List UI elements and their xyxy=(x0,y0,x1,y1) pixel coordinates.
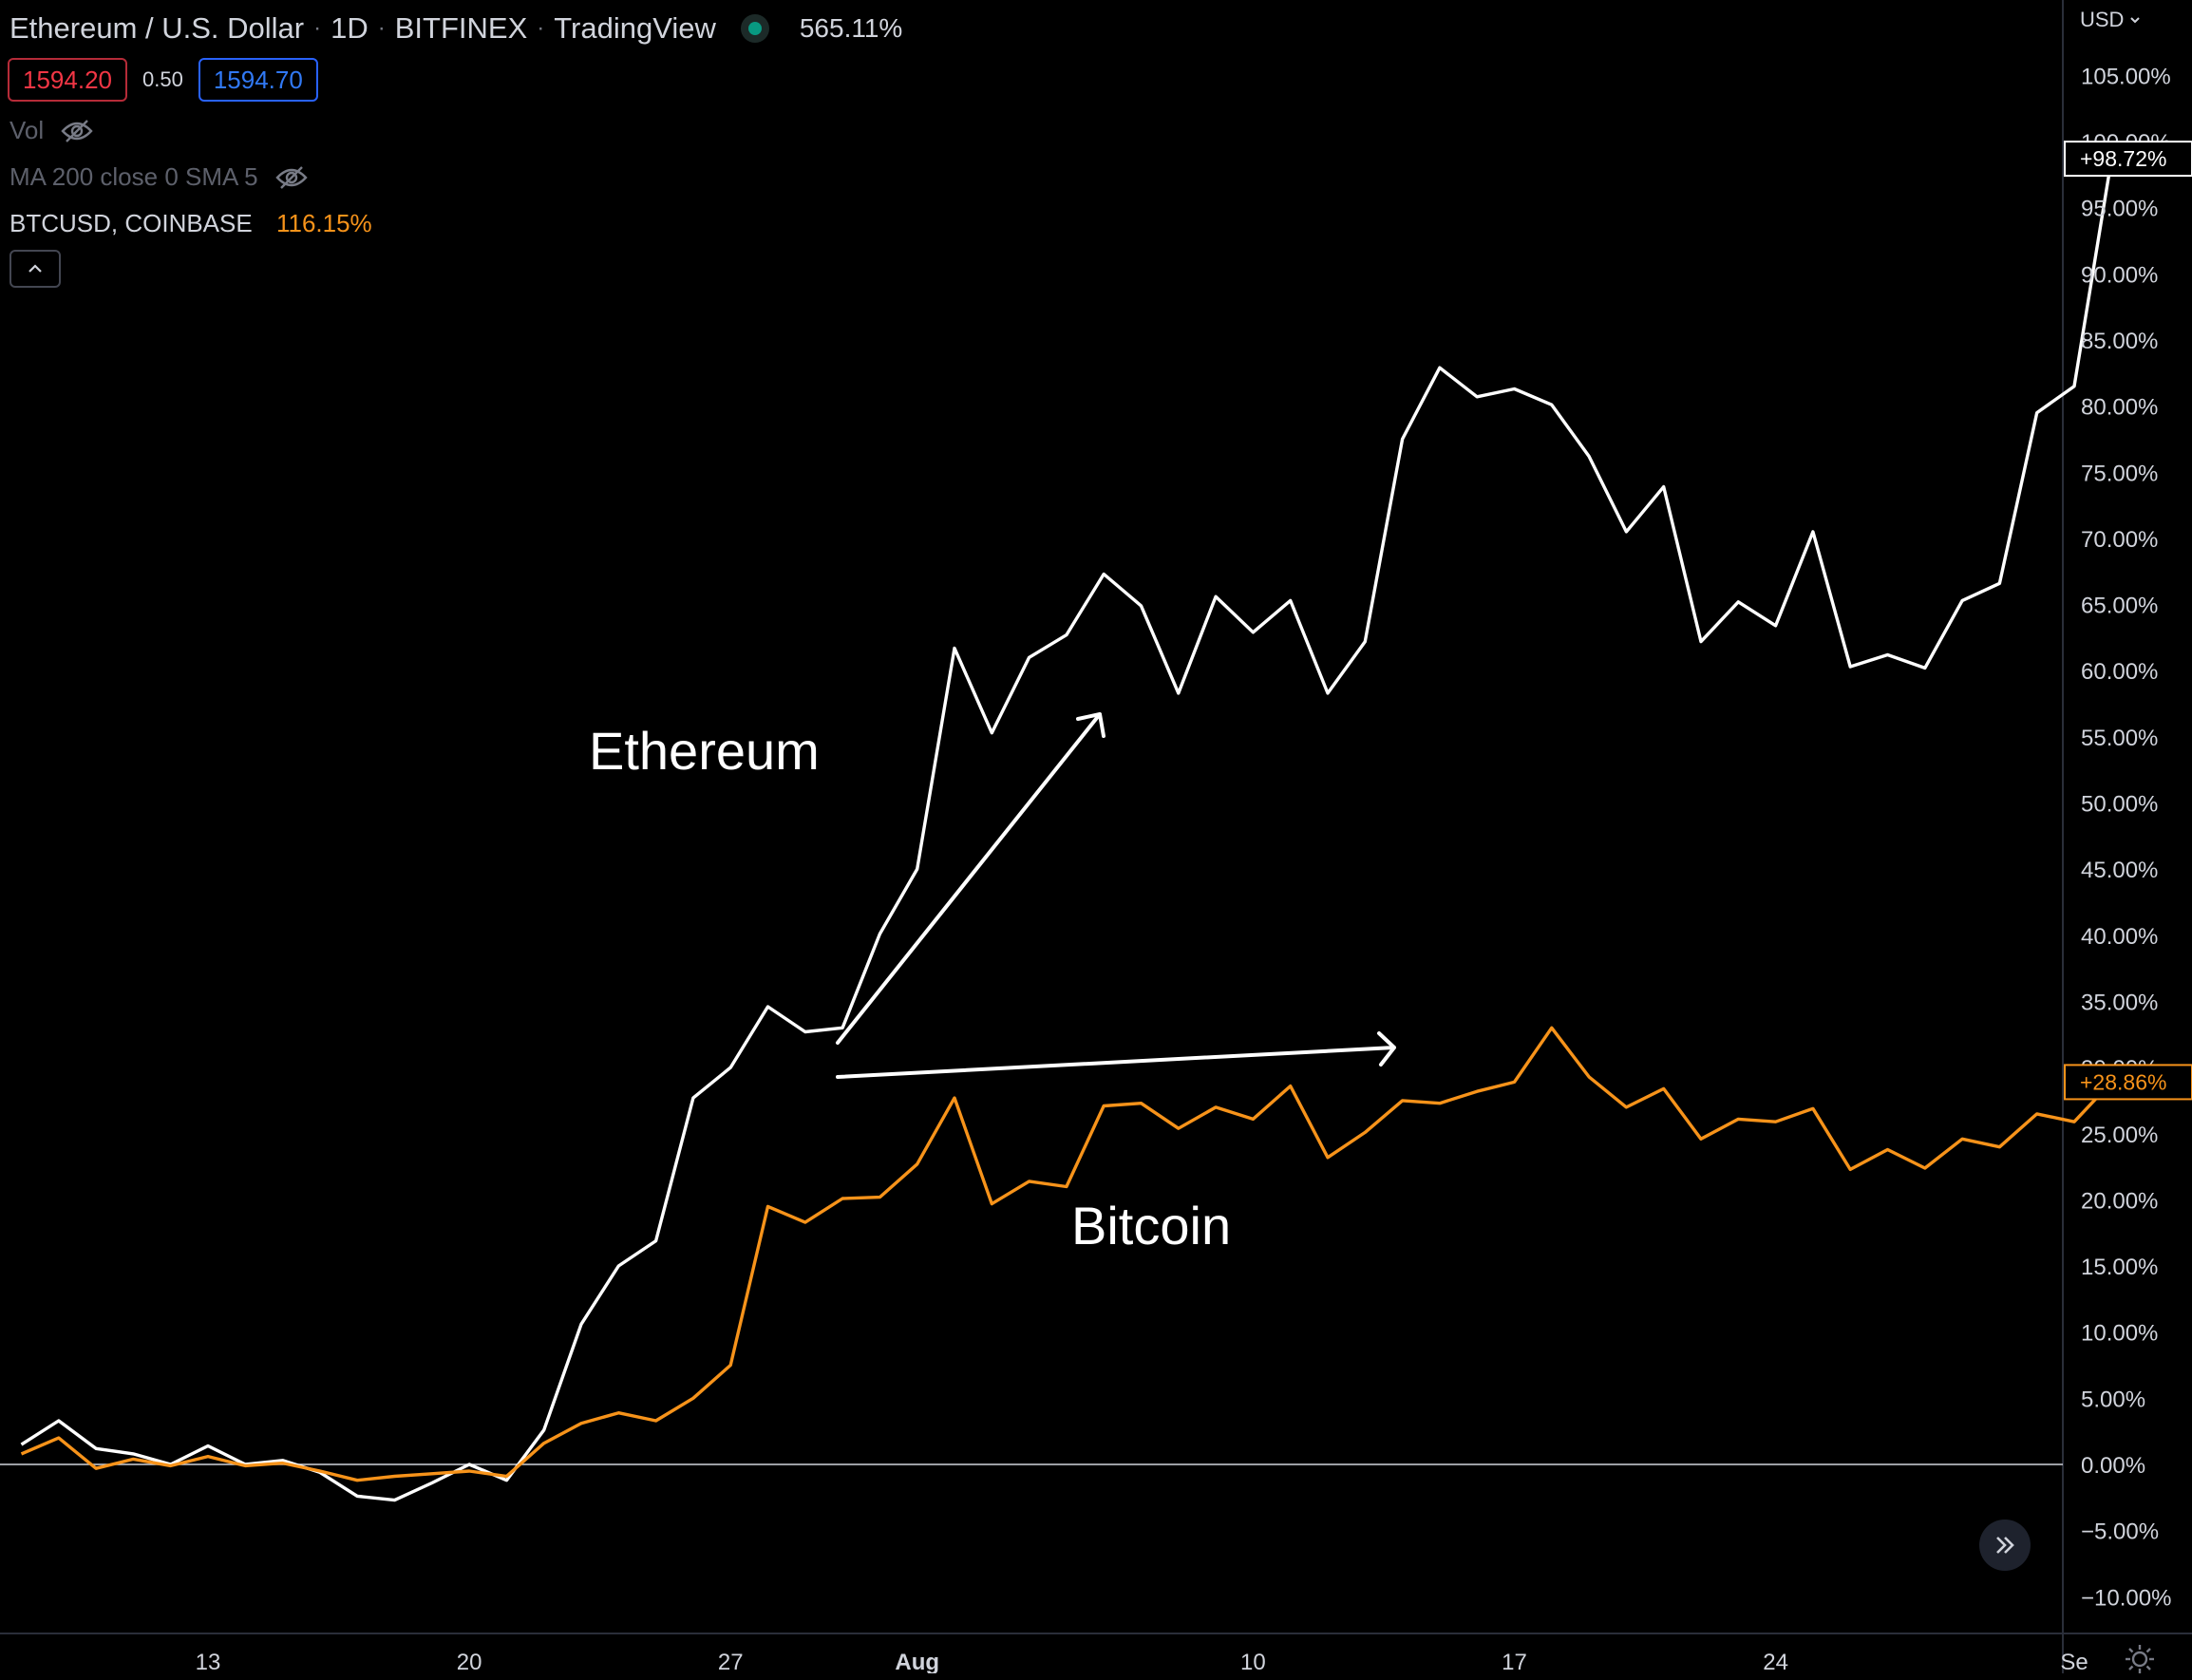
ma-indicator[interactable]: MA 200 close 0 SMA 5 xyxy=(9,162,308,192)
interval[interactable]: 1D xyxy=(331,11,368,45)
y-tick-label: −5.00% xyxy=(2081,1520,2159,1545)
scroll-to-realtime-button[interactable] xyxy=(1979,1520,2031,1571)
trade-prices: 1594.20 0.50 1594.70 xyxy=(8,58,318,102)
buy-price-button[interactable]: 1594.70 xyxy=(198,58,318,102)
y-tick-label: 45.00% xyxy=(2081,858,2158,883)
y-tick-label: 55.00% xyxy=(2081,726,2158,751)
y-tick-label: 50.00% xyxy=(2081,792,2158,818)
y-tick-label: −10.00% xyxy=(2081,1585,2171,1611)
separator: · xyxy=(537,15,545,41)
x-tick-label: Aug xyxy=(895,1650,939,1673)
currency-selector[interactable]: USD xyxy=(2080,8,2141,32)
y-tick-label: 20.00% xyxy=(2081,1188,2158,1214)
separator: · xyxy=(313,15,322,41)
y-tick-label: 90.00% xyxy=(2081,262,2158,288)
chevron-down-icon xyxy=(2130,17,2141,24)
chart-settings-button[interactable] xyxy=(2124,1643,2156,1680)
exchange: BITFINEX xyxy=(394,11,528,45)
y-tick-label: 0.00% xyxy=(2081,1453,2145,1479)
spread-value: 0.50 xyxy=(142,67,183,91)
y-tick-label: 35.00% xyxy=(2081,990,2158,1015)
symbol-name[interactable]: Ethereum / U.S. Dollar xyxy=(9,11,305,45)
x-tick-label: 10 xyxy=(1240,1650,1266,1673)
ethereum-line xyxy=(20,158,2113,1502)
y-tick-label: 15.00% xyxy=(2081,1255,2158,1280)
volume-label[interactable]: Vol xyxy=(9,116,45,144)
y-tick-label: 85.00% xyxy=(2081,329,2158,354)
symbol-header[interactable]: Ethereum / U.S. Dollar · 1D · BITFINEX ·… xyxy=(9,8,902,49)
series-lines xyxy=(20,158,2113,1502)
x-tick-label: 24 xyxy=(1763,1650,1788,1673)
x-tick-label: 20 xyxy=(457,1650,482,1673)
x-axis[interactable]: 13 20 27 Aug 10 17 24 Se xyxy=(196,1650,2088,1673)
separator: · xyxy=(377,15,386,41)
y-tick-label: 105.00% xyxy=(2081,64,2171,89)
y-tick-label: 10.00% xyxy=(2081,1321,2158,1347)
x-tick-label: Se xyxy=(2060,1650,2088,1673)
bitcoin-line xyxy=(20,1026,2113,1482)
y-tick-label: 75.00% xyxy=(2081,461,2158,486)
platform: TradingView xyxy=(554,11,716,45)
collapse-legend-button[interactable] xyxy=(9,250,61,288)
y-tick-label: 65.00% xyxy=(2081,594,2158,619)
bitcoin-trend-arrow xyxy=(836,1031,1396,1079)
x-tick-label: 13 xyxy=(196,1650,221,1673)
x-tick-label: 27 xyxy=(718,1650,744,1673)
y-tick-label: 40.00% xyxy=(2081,924,2158,950)
x-tick-label: 17 xyxy=(1502,1650,1527,1673)
y-axis[interactable]: 105.00%100.00%95.00%90.00%85.00%80.00%75… xyxy=(2081,64,2171,1611)
y-tick-label: 80.00% xyxy=(2081,395,2158,421)
annotation-arrows xyxy=(836,712,1396,1079)
series-annotations: Ethereum Bitcoin xyxy=(589,721,1231,1255)
y-tick-label: 70.00% xyxy=(2081,527,2158,553)
ma-label[interactable]: MA 200 close 0 SMA 5 xyxy=(9,162,258,191)
compare-symbol[interactable]: BTCUSD, COINBASE 116.15% xyxy=(9,209,372,238)
symbol-change-pct: 565.11% xyxy=(799,13,903,43)
volume-indicator[interactable]: Vol xyxy=(9,116,93,145)
market-status-icon[interactable] xyxy=(747,22,762,35)
last-value-box xyxy=(2064,141,2192,178)
eye-hidden-icon[interactable] xyxy=(274,164,308,191)
chevron-up-icon xyxy=(28,264,42,273)
y-tick-label: 95.00% xyxy=(2081,197,2158,222)
y-tick-label: 60.00% xyxy=(2081,659,2158,685)
compare-symbol-name[interactable]: BTCUSD, COINBASE xyxy=(9,209,253,237)
ethereum-trend-arrow xyxy=(836,712,1105,1045)
bitcoin-annotation: Bitcoin xyxy=(1071,1196,1231,1255)
y-tick-label: 5.00% xyxy=(2081,1387,2145,1412)
y-tick-label: 25.00% xyxy=(2081,1123,2158,1148)
last-value-label: +28.86% xyxy=(2080,1069,2166,1094)
gear-icon xyxy=(2126,1645,2154,1673)
last-value-box xyxy=(2064,1064,2192,1101)
compare-change-pct: 116.15% xyxy=(275,209,372,237)
ethereum-annotation: Ethereum xyxy=(589,721,820,781)
eye-hidden-icon[interactable] xyxy=(61,118,93,144)
sell-price-button[interactable]: 1594.20 xyxy=(8,58,127,102)
last-value-labels: +98.72% +28.86% xyxy=(2064,141,2192,1101)
last-value-label: +98.72% xyxy=(2080,146,2166,171)
double-chevron-right-icon xyxy=(1996,1537,2014,1554)
currency-label[interactable]: USD xyxy=(2080,8,2125,31)
